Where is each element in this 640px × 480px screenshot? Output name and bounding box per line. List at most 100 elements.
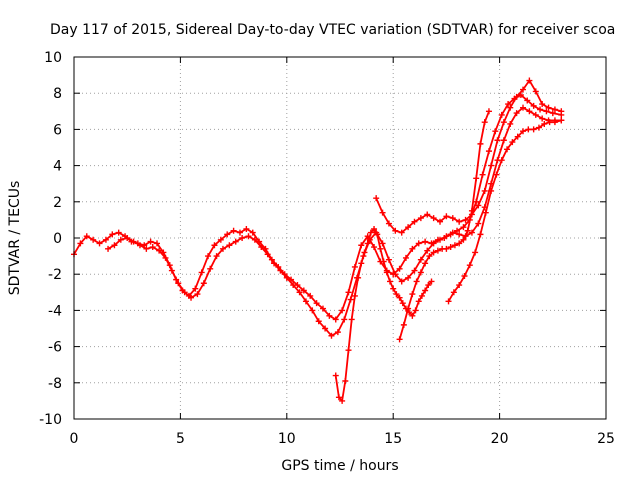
data-point (473, 198, 480, 205)
data-point (396, 336, 403, 343)
x-tick-label: 10 (278, 431, 296, 447)
data-point (450, 289, 457, 296)
data-point (398, 278, 405, 285)
data-point (473, 175, 480, 182)
data-point (355, 274, 362, 281)
data-point (322, 325, 329, 332)
data-point (194, 291, 201, 298)
data-point (249, 229, 256, 236)
data-point (551, 106, 558, 113)
data-point (449, 229, 456, 236)
data-point (393, 291, 400, 298)
data-point (332, 372, 339, 379)
data-point (422, 287, 429, 294)
data-point (456, 282, 463, 289)
data-point (277, 267, 284, 274)
data-point (488, 187, 495, 194)
data-point (481, 187, 488, 194)
data-point (415, 298, 422, 305)
data-point (500, 137, 507, 144)
data-point (526, 77, 533, 84)
data-point (513, 110, 520, 117)
data-point (211, 242, 218, 249)
data-point (426, 253, 433, 260)
data-point (505, 101, 512, 108)
data-point (361, 249, 368, 256)
data-point (464, 227, 471, 234)
x-tick-label: 20 (491, 431, 509, 447)
data-point (371, 225, 378, 232)
data-point (77, 240, 84, 247)
data-point (124, 235, 131, 241)
data-point (188, 294, 195, 301)
series-track-2 (105, 104, 565, 339)
data-point (424, 247, 431, 254)
series-track-5 (396, 108, 492, 343)
data-point (472, 249, 479, 256)
series-trace (447, 119, 563, 303)
data-point (468, 207, 475, 214)
data-point (319, 305, 326, 312)
data-point (168, 267, 175, 274)
data-point (468, 229, 475, 236)
data-point (377, 245, 384, 252)
data-point (507, 120, 514, 127)
data-point (430, 240, 437, 247)
data-point (83, 233, 90, 240)
data-point (302, 298, 309, 305)
series-trace (107, 106, 563, 337)
data-point (90, 236, 97, 243)
data-point (451, 242, 458, 249)
data-point (535, 124, 542, 131)
data-point (405, 305, 412, 312)
data-point (498, 111, 505, 118)
data-point (530, 126, 537, 133)
data-point (456, 218, 463, 225)
data-point (422, 238, 429, 245)
data-point (514, 133, 521, 140)
data-point (313, 300, 320, 307)
data-point (475, 220, 482, 227)
data-point (485, 108, 492, 115)
series-layer (71, 77, 565, 404)
data-point (430, 249, 437, 256)
data-point (500, 119, 507, 126)
data-point (396, 265, 403, 272)
data-point (504, 146, 511, 153)
x-tick-label: 15 (384, 431, 402, 447)
series-track-3 (332, 225, 435, 404)
data-point (239, 235, 246, 241)
axis-ticks: 0 5 10 15 20 25 -10 -8 -6 -4 -2 0 2 4 6 8 10 (39, 50, 615, 447)
data-point (296, 289, 303, 296)
data-point (537, 106, 544, 113)
data-point (520, 128, 527, 135)
data-point (373, 195, 380, 202)
data-point (181, 289, 188, 296)
data-point (493, 171, 500, 178)
data-point (379, 240, 386, 247)
data-point (549, 110, 556, 117)
data-point (466, 262, 473, 269)
y-tick-label: -6 (48, 340, 62, 356)
data-point (417, 269, 424, 276)
data-point (143, 245, 150, 252)
data-point (437, 218, 444, 225)
data-point (230, 227, 237, 234)
data-point (456, 231, 463, 238)
series-trace (334, 228, 433, 402)
data-point (348, 316, 355, 323)
data-point (243, 225, 250, 232)
data-point (400, 321, 407, 328)
series-track-6 (445, 117, 565, 305)
data-point (326, 312, 333, 319)
data-point (558, 117, 565, 124)
data-point (351, 292, 358, 299)
x-tick-label: 5 (176, 431, 185, 447)
data-point (198, 269, 205, 276)
data-point (347, 296, 354, 303)
data-point (245, 233, 252, 240)
data-point (443, 213, 450, 220)
data-point (409, 245, 416, 252)
data-point (315, 318, 322, 325)
data-point (153, 240, 160, 247)
